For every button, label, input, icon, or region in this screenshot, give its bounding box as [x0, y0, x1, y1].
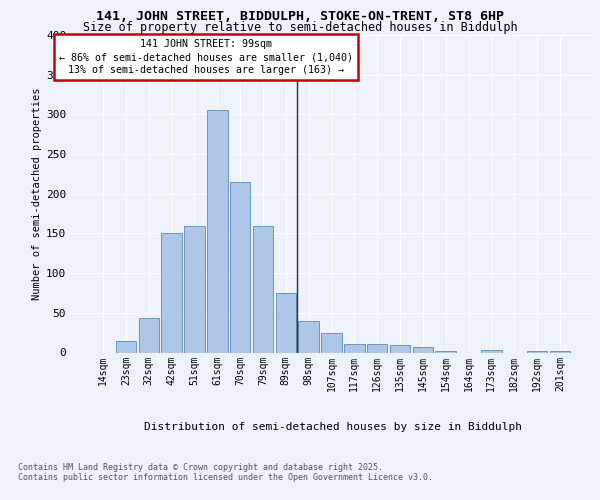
- Bar: [527, 351, 547, 352]
- Text: 141, JOHN STREET, BIDDULPH, STOKE-ON-TRENT, ST8 6HP: 141, JOHN STREET, BIDDULPH, STOKE-ON-TRE…: [96, 10, 504, 23]
- Bar: [207, 110, 227, 352]
- Bar: [550, 351, 570, 352]
- Bar: [139, 318, 159, 352]
- Bar: [390, 346, 410, 352]
- Bar: [230, 182, 250, 352]
- Text: Contains public sector information licensed under the Open Government Licence v3: Contains public sector information licen…: [18, 474, 433, 482]
- Bar: [116, 340, 136, 352]
- Y-axis label: Number of semi-detached properties: Number of semi-detached properties: [32, 88, 42, 300]
- Bar: [367, 344, 388, 352]
- Bar: [481, 350, 502, 352]
- Bar: [184, 226, 205, 352]
- Text: Distribution of semi-detached houses by size in Biddulph: Distribution of semi-detached houses by …: [144, 422, 522, 432]
- Bar: [161, 234, 182, 352]
- Bar: [275, 293, 296, 352]
- Bar: [253, 226, 273, 352]
- Text: 141 JOHN STREET: 99sqm
← 86% of semi-detached houses are smaller (1,040)
13% of : 141 JOHN STREET: 99sqm ← 86% of semi-det…: [59, 39, 353, 76]
- Bar: [344, 344, 365, 352]
- Bar: [321, 332, 342, 352]
- Text: Size of property relative to semi-detached houses in Biddulph: Size of property relative to semi-detach…: [83, 21, 517, 34]
- Text: Contains HM Land Registry data © Crown copyright and database right 2025.: Contains HM Land Registry data © Crown c…: [18, 462, 383, 471]
- Bar: [436, 351, 456, 352]
- Bar: [413, 347, 433, 352]
- Bar: [298, 321, 319, 352]
